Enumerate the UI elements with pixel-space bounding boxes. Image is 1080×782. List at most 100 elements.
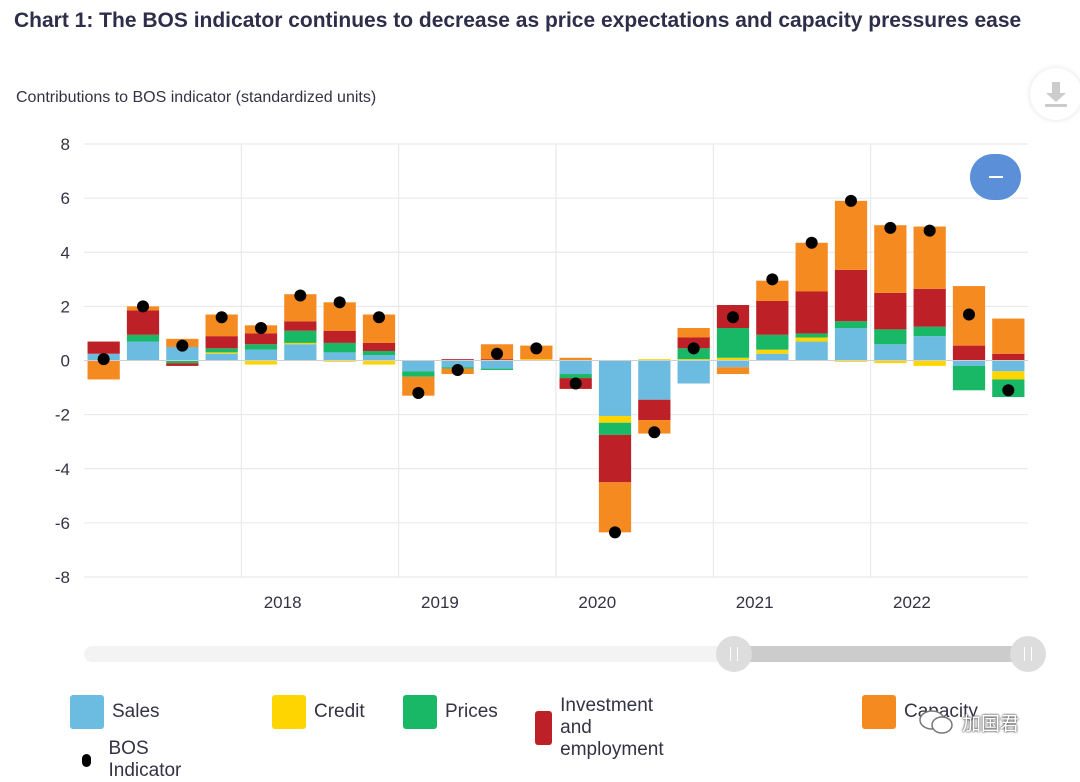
bar-segment-investment-and-employment bbox=[126, 310, 160, 335]
bar-segment-capacity bbox=[992, 318, 1025, 354]
bar-segment-capacity bbox=[87, 360, 120, 380]
bar-segment-prices bbox=[126, 334, 160, 342]
y-tick-label: 4 bbox=[61, 243, 70, 262]
legend-item-sales[interactable]: Sales bbox=[70, 695, 160, 729]
bar-segment-capacity bbox=[598, 482, 632, 533]
bar-segment-prices bbox=[913, 326, 946, 337]
bar-segment-sales bbox=[126, 341, 160, 361]
bar-segment-prices bbox=[166, 360, 199, 364]
bar-segment-capacity bbox=[913, 226, 946, 289]
bar-segment-investment-and-employment bbox=[244, 333, 278, 345]
bar-segment-sales bbox=[244, 349, 278, 361]
range-slider-selection[interactable] bbox=[734, 646, 1028, 662]
bar-segment-sales bbox=[677, 360, 710, 384]
bar-segment-prices bbox=[874, 329, 907, 345]
bar-segment-investment-and-employment bbox=[598, 434, 632, 483]
bar-segment-investment-and-employment bbox=[952, 345, 986, 361]
bar-segment-prices bbox=[716, 328, 750, 358]
range-slider-left-handle[interactable] bbox=[716, 636, 752, 672]
bar-segment-investment-and-employment bbox=[166, 363, 199, 366]
chat-bubbles-icon bbox=[919, 710, 953, 734]
bos-indicator-point bbox=[727, 311, 739, 324]
bos-indicator-point bbox=[923, 224, 936, 237]
bar-segment-sales bbox=[205, 353, 238, 361]
bar-segment-investment-and-employment bbox=[362, 342, 396, 352]
bar-segment-prices bbox=[402, 371, 435, 377]
bos-indicator-point bbox=[373, 311, 385, 324]
bar-segment-sales bbox=[362, 355, 396, 361]
y-tick-label: -6 bbox=[55, 514, 70, 533]
chart-title: Chart 1: The BOS indicator continues to … bbox=[14, 9, 1022, 32]
bar-segment-investment-and-employment bbox=[323, 330, 356, 343]
bar-segment-prices bbox=[480, 368, 514, 370]
bar-segment-credit bbox=[795, 337, 828, 342]
legend-item-bos-indicator[interactable]: BOS Indicator bbox=[70, 738, 186, 782]
x-tick-label: 2020 bbox=[578, 593, 616, 612]
bos-indicator-point bbox=[176, 339, 189, 352]
bar-segment-capacity bbox=[716, 367, 750, 375]
bos-indicator-point bbox=[884, 221, 897, 234]
bos-indicator-point bbox=[137, 300, 149, 313]
bar-segment-investment-and-employment bbox=[480, 359, 514, 361]
bos-indicator-point bbox=[648, 426, 661, 439]
bar-segment-sales bbox=[598, 360, 632, 416]
legend-swatch bbox=[272, 695, 306, 729]
legend-item-prices[interactable]: Prices bbox=[403, 695, 498, 729]
bos-indicator-point bbox=[1002, 384, 1015, 397]
bar-segment-credit bbox=[992, 371, 1025, 380]
bar-segment-prices bbox=[362, 351, 396, 356]
bar-segment-sales bbox=[402, 360, 435, 372]
bar-segment-capacity bbox=[205, 314, 238, 337]
bar-segment-credit bbox=[638, 359, 671, 361]
legend-item-investment-employment[interactable]: Investment and employment bbox=[535, 695, 680, 761]
bar-segment-capacity bbox=[834, 200, 868, 270]
bar-segment-investment-and-employment bbox=[795, 291, 828, 334]
bar-segment-credit bbox=[205, 352, 238, 354]
bar-segment-credit bbox=[716, 357, 750, 361]
y-tick-label: 6 bbox=[61, 189, 70, 208]
bar-segment-sales bbox=[638, 360, 671, 400]
legend-item-credit[interactable]: Credit bbox=[272, 695, 365, 729]
legend-label: Investment and employment bbox=[560, 695, 664, 760]
minus-icon bbox=[988, 176, 1003, 178]
bar-segment-sales bbox=[166, 346, 199, 361]
bos-indicator-point bbox=[845, 194, 857, 207]
bos-chart: -8 -6 -4 -2 0 2 4 6 8 2018 2019 2020 2021 2022 bbox=[55, 135, 1028, 612]
bar-segment-sales bbox=[795, 341, 828, 361]
y-tick-label: -8 bbox=[55, 568, 70, 587]
bos-indicator-point bbox=[451, 363, 464, 376]
bar-segment-prices bbox=[952, 365, 986, 391]
bar-segment-sales bbox=[952, 360, 986, 366]
bar-segment-credit bbox=[520, 359, 553, 361]
bar-segment-capacity bbox=[402, 376, 435, 396]
bar-segment-investment-and-employment bbox=[638, 399, 671, 421]
bar-segment-capacity bbox=[677, 328, 710, 338]
bar-segment-prices bbox=[598, 422, 632, 435]
bar-segment-credit bbox=[362, 360, 396, 365]
bar-segment-credit bbox=[677, 359, 710, 361]
bar-segment-investment-and-employment bbox=[284, 321, 317, 331]
download-icon bbox=[1045, 82, 1067, 107]
bar-segment-sales bbox=[480, 360, 514, 369]
y-tick-label: 2 bbox=[61, 297, 70, 316]
bar-segment-credit bbox=[244, 360, 278, 365]
bar-segment-prices bbox=[756, 334, 789, 350]
x-tick-label: 2019 bbox=[421, 593, 459, 612]
bar-segment-investment-and-employment bbox=[874, 292, 907, 330]
bar-segment-investment-and-employment bbox=[441, 359, 474, 361]
bar-segment-credit bbox=[756, 349, 789, 354]
bar-segment-sales bbox=[992, 360, 1025, 372]
download-button[interactable] bbox=[1030, 68, 1080, 120]
bar-segment-investment-and-employment bbox=[756, 300, 789, 335]
range-slider-right-handle[interactable] bbox=[1010, 636, 1046, 672]
bar-segment-sales bbox=[834, 328, 868, 361]
watermark-text: 加国君 bbox=[962, 713, 1020, 735]
bos-indicator-point bbox=[215, 311, 228, 324]
zoom-out-button[interactable] bbox=[970, 154, 1021, 200]
bar-segment-sales bbox=[323, 352, 356, 361]
legend-swatch bbox=[862, 695, 896, 729]
y-tick-label: -2 bbox=[55, 406, 70, 425]
y-tick-label: 0 bbox=[61, 352, 70, 371]
legend-label: Credit bbox=[314, 701, 365, 722]
bar-segment-prices bbox=[244, 344, 278, 350]
